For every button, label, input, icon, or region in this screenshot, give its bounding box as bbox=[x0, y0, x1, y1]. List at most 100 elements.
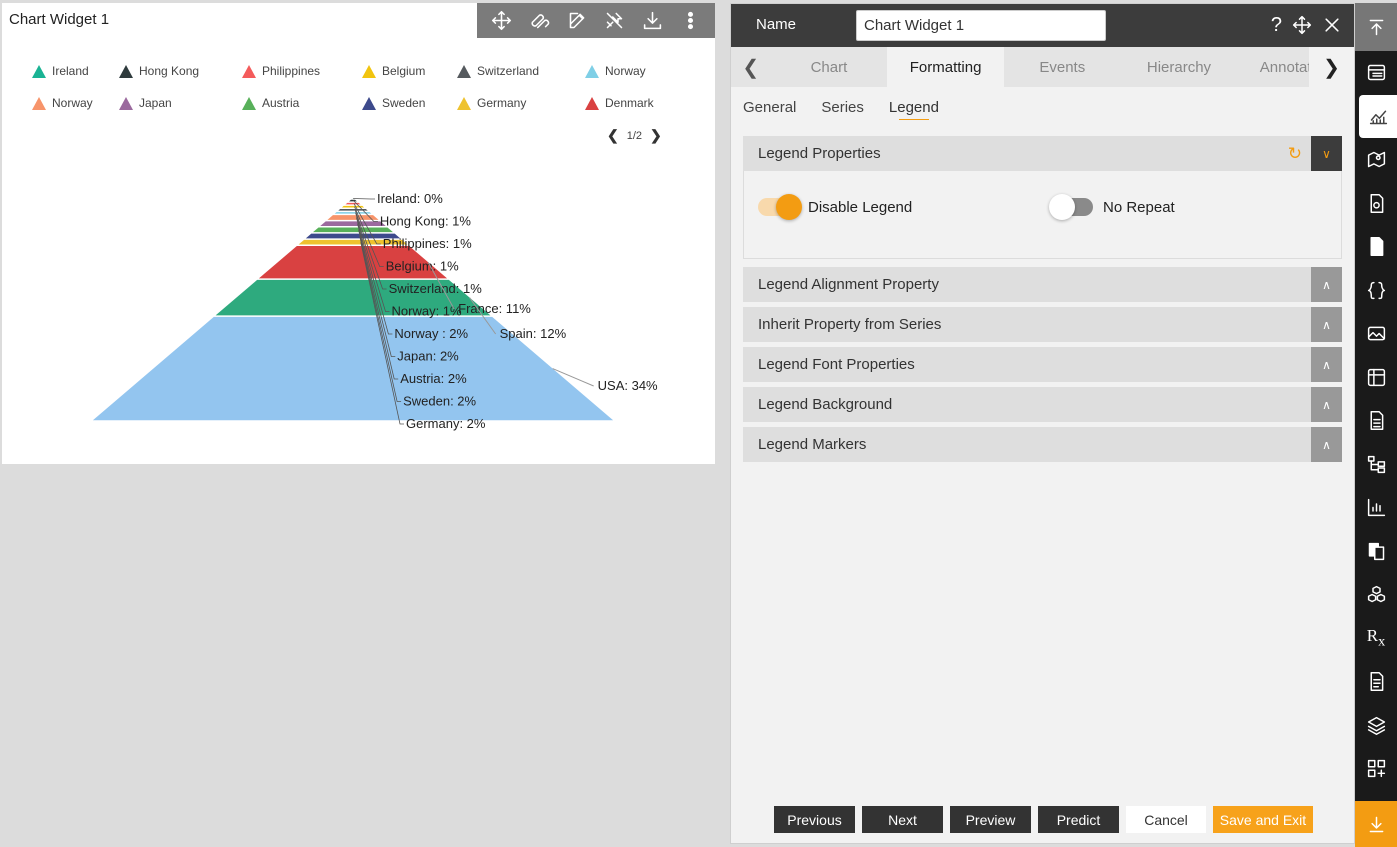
data-label: Belgium: 1% bbox=[386, 259, 459, 274]
pyramid-slice[interactable] bbox=[327, 215, 379, 220]
legend-markers-header[interactable]: Legend Markers ∧ bbox=[743, 427, 1342, 462]
refresh-icon[interactable]: ↻ bbox=[1287, 144, 1302, 163]
predict-button[interactable]: Predict bbox=[1038, 806, 1119, 833]
data-label: Hong Kong: 1% bbox=[380, 214, 472, 229]
download-icon[interactable] bbox=[1355, 801, 1397, 847]
pyramid-slice[interactable] bbox=[349, 199, 357, 202]
label-connector bbox=[353, 200, 378, 222]
inherit-property-header[interactable]: Inherit Property from Series ∧ bbox=[743, 307, 1342, 342]
link-icon[interactable] bbox=[526, 8, 552, 34]
pyramid-slice[interactable] bbox=[298, 239, 408, 245]
pyramid-slice[interactable] bbox=[215, 279, 491, 316]
move-panel-icon[interactable] bbox=[1292, 15, 1312, 35]
image-icon[interactable] bbox=[1355, 312, 1397, 356]
legend-font-header[interactable]: Legend Font Properties ∧ bbox=[743, 347, 1342, 382]
chevron-up-icon[interactable]: ∧ bbox=[1311, 347, 1342, 382]
next-button[interactable]: Next bbox=[862, 806, 943, 833]
legend-item[interactable]: Hong Kong bbox=[119, 64, 199, 78]
legend-item[interactable]: Switzerland bbox=[457, 64, 539, 78]
legend-background-title: Legend Background bbox=[758, 396, 893, 413]
previous-button[interactable]: Previous bbox=[774, 806, 855, 833]
copy-icon[interactable] bbox=[1355, 530, 1397, 574]
sheet-icon[interactable] bbox=[1355, 399, 1397, 443]
legend-item-label: Norway bbox=[605, 64, 646, 78]
pyramid-slice[interactable] bbox=[313, 227, 393, 233]
more-icon[interactable] bbox=[677, 8, 703, 34]
disable-legend-toggle[interactable]: Disable Legend bbox=[758, 194, 912, 220]
chevron-up-icon[interactable]: ∧ bbox=[1311, 267, 1342, 302]
layers-icon[interactable] bbox=[1355, 704, 1397, 748]
file-text-icon[interactable] bbox=[1355, 660, 1397, 704]
chevron-up-icon[interactable]: ∧ bbox=[1311, 307, 1342, 342]
legend-item[interactable]: Belgium bbox=[362, 64, 425, 78]
tab-hierarchy[interactable]: Hierarchy bbox=[1146, 58, 1212, 76]
preview-button[interactable]: Preview bbox=[950, 806, 1031, 833]
legend-item-label: Denmark bbox=[605, 96, 654, 110]
pyramid-slice[interactable] bbox=[305, 233, 401, 239]
legend-alignment-header[interactable]: Legend Alignment Property ∧ bbox=[743, 267, 1342, 302]
legend-prev-arrow[interactable]: ❮ bbox=[607, 127, 619, 143]
tabs-prev-icon[interactable]: ❮ bbox=[742, 56, 760, 79]
chevron-up-icon[interactable]: ∧ bbox=[1311, 387, 1342, 422]
legend-item[interactable]: Norway bbox=[585, 64, 646, 78]
subtab-legend[interactable]: Legend bbox=[888, 98, 939, 120]
data-label: Sweden: 2% bbox=[403, 394, 476, 409]
legend-item[interactable]: Norway bbox=[32, 96, 93, 110]
rx-icon[interactable]: Rx bbox=[1366, 626, 1386, 650]
close-icon[interactable] bbox=[1322, 15, 1342, 35]
legend-item[interactable]: Philippines bbox=[242, 64, 320, 78]
data-label: Philippines: 1% bbox=[383, 236, 472, 251]
braces-icon[interactable] bbox=[1355, 269, 1397, 313]
pyramid-slice[interactable] bbox=[338, 208, 368, 211]
move-icon[interactable] bbox=[489, 8, 515, 34]
bar-chart-icon[interactable] bbox=[1355, 486, 1397, 530]
cubes-icon[interactable] bbox=[1355, 573, 1397, 617]
tab-formatting[interactable]: Formatting bbox=[887, 47, 1004, 87]
edit-icon[interactable] bbox=[564, 8, 590, 34]
cancel-button[interactable]: Cancel bbox=[1126, 806, 1206, 833]
pyramid-slice[interactable] bbox=[334, 212, 372, 214]
document-icon[interactable] bbox=[1355, 225, 1397, 269]
legend-properties-header[interactable]: Legend Properties ↻ ∨ bbox=[743, 136, 1342, 171]
add-widget-icon[interactable] bbox=[1355, 747, 1397, 791]
pyramid-slice[interactable] bbox=[345, 202, 361, 205]
label-connector bbox=[354, 209, 387, 290]
legend-item[interactable]: Ireland bbox=[32, 64, 89, 78]
chevron-up-icon[interactable]: ∧ bbox=[1311, 427, 1342, 462]
grid-icon[interactable] bbox=[1355, 356, 1397, 400]
legend-font-title: Legend Font Properties bbox=[758, 356, 915, 373]
no-repeat-toggle[interactable]: No Repeat bbox=[1049, 194, 1175, 220]
download-icon[interactable] bbox=[639, 8, 665, 34]
tab-events[interactable]: Events bbox=[1039, 58, 1086, 76]
tab-chart[interactable]: Chart bbox=[810, 58, 848, 76]
chevron-down-icon[interactable]: ∨ bbox=[1311, 136, 1342, 171]
legend-next-arrow[interactable]: ❯ bbox=[650, 127, 662, 143]
legend-background-header[interactable]: Legend Background ∧ bbox=[743, 387, 1342, 422]
legend-item[interactable]: Austria bbox=[242, 96, 299, 110]
pyramid-slice[interactable] bbox=[320, 221, 386, 226]
chart-icon[interactable] bbox=[1359, 94, 1397, 138]
toggle-knob bbox=[776, 194, 802, 220]
name-input[interactable] bbox=[856, 10, 1106, 41]
pyramid-slice[interactable] bbox=[92, 316, 614, 421]
legend-item[interactable]: Denmark bbox=[585, 96, 654, 110]
tools-icon[interactable] bbox=[602, 8, 628, 34]
map-icon[interactable] bbox=[1355, 138, 1397, 182]
tabs-next-icon[interactable]: ❯ bbox=[1309, 47, 1354, 87]
subtab-series[interactable]: Series bbox=[821, 98, 864, 116]
save-and-exit-button[interactable]: Save and Exit bbox=[1213, 806, 1313, 833]
table-icon[interactable] bbox=[1355, 51, 1397, 95]
data-label: Japan: 2% bbox=[397, 349, 459, 364]
pyramid-slice[interactable] bbox=[341, 205, 365, 208]
collapse-up-icon[interactable] bbox=[1355, 3, 1397, 51]
legend-item[interactable]: Germany bbox=[457, 96, 526, 110]
no-repeat-label: No Repeat bbox=[1103, 198, 1175, 216]
legend-item[interactable]: Japan bbox=[119, 96, 172, 110]
report-icon[interactable] bbox=[1355, 182, 1397, 226]
hierarchy-icon[interactable] bbox=[1355, 443, 1397, 487]
help-icon[interactable]: ? bbox=[1270, 14, 1282, 36]
properties-panel: Name ? ❮ Chart Formatting Events Hierarc… bbox=[730, 3, 1355, 844]
legend-item[interactable]: Sweden bbox=[362, 96, 425, 110]
pyramid-slice[interactable] bbox=[258, 245, 448, 279]
subtab-general[interactable]: General bbox=[743, 98, 797, 116]
